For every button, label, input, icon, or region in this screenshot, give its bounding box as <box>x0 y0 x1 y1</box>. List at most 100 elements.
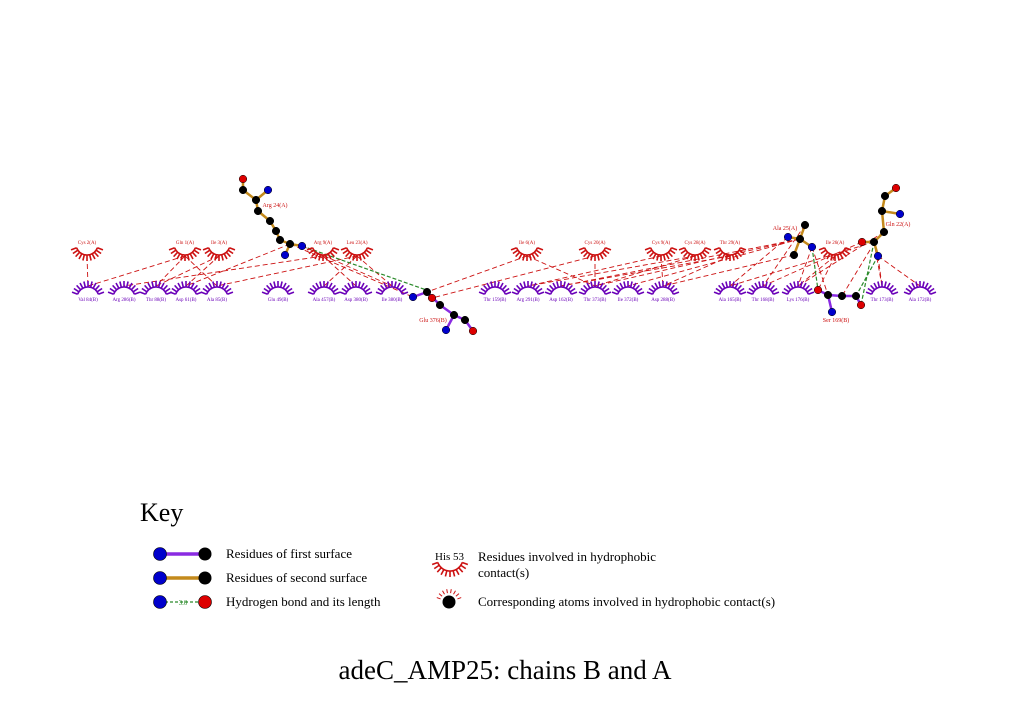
residue-arc-thr-168-b <box>746 281 780 295</box>
hydrophobic-contact-line <box>729 236 789 287</box>
hydrophobic-contact-line <box>356 255 393 287</box>
hydrophobic-contact-line <box>627 238 801 287</box>
residue-arc-cys-2-a <box>70 247 104 261</box>
residue-label-ala-85-b: Ala 85(B) <box>207 298 227 303</box>
residue-label-cys-20-a: Cys 20(A) <box>585 241 606 246</box>
residue-label-ile-372-b: Ile 372(B) <box>618 298 639 303</box>
residue-arc-ala-457-b <box>307 281 341 295</box>
hydrophobic-contact-line <box>817 255 836 291</box>
residue-arc-glu-49-b <box>261 281 295 295</box>
hydrophobic-contact-line <box>526 255 596 287</box>
hydrophobic-contact-line <box>560 238 801 287</box>
atom-c-arg-24-a <box>285 239 295 249</box>
hydrophobic-contact-line <box>155 255 186 287</box>
residue-label-asp-162-b: Asp 162(B) <box>549 298 573 303</box>
atom-n-glu-376-b <box>408 292 418 302</box>
hydrogen-bond-line <box>811 246 819 291</box>
residue-arc-thr-29-a <box>713 247 747 261</box>
residue-label-thr-159-b: Thr 159(B) <box>484 298 507 303</box>
hydrogen-bond-line <box>301 245 433 293</box>
atom-n-ala-25-a <box>783 232 793 242</box>
atom-c-glu-376-b <box>435 300 445 310</box>
residue-label-ile-380-b: Ile 380(B) <box>382 298 403 303</box>
residue-label-ala-457-b: Ala 457(B) <box>313 298 336 303</box>
atom-o-gln-22-a <box>891 183 901 193</box>
atom-c-arg-24-a <box>238 185 248 195</box>
residue-arc-ile-6-a <box>510 247 544 261</box>
residue-label-asp-288-b: Asp 288(B) <box>651 298 675 303</box>
residue-label-ala-172-b: Ala 172(B) <box>909 298 932 303</box>
hydrophobic-contact-line <box>184 255 218 287</box>
residue-label-ala-165-b: Ala 165(B) <box>719 298 742 303</box>
residue-arc-cys-20-a <box>578 247 612 261</box>
hydrophobic-contact-line <box>123 255 324 287</box>
atom-o-arg-24-a <box>238 174 248 184</box>
residue-label-cys-2-a: Cys 2(A) <box>78 241 97 246</box>
residue-arc-thr-173-b <box>865 281 899 295</box>
key-second-surface: Residues of second surface <box>226 570 368 585</box>
key-hydrophobic-atoms: Corresponding atoms involved in hydropho… <box>478 594 776 609</box>
residue-label-cys-28-a: Cys 28(A) <box>685 241 706 246</box>
atom-c-ala-25-a <box>795 234 805 244</box>
residue-label-lys-176-b: Lys 176(B) <box>787 298 810 303</box>
residue-arc-gln-1-a <box>168 247 202 261</box>
residue-label-ile-6-a: Ile 6(A) <box>519 241 535 246</box>
hydrophobic-contact-line <box>185 255 220 287</box>
residue-arc-asp-61-b <box>169 281 203 295</box>
residue-arc-ala-85-b <box>200 281 234 295</box>
residue-arc-val-84-b <box>71 281 105 295</box>
atom-c-arg-24-a <box>253 206 263 216</box>
residue-label-thr-173-b: Thr 173(B) <box>871 298 894 303</box>
hydrophobic-contact-line <box>560 255 731 287</box>
key-hydrophobic-arc <box>431 561 469 577</box>
hydrophobic-contact-line <box>412 255 528 298</box>
atom-c-gln-22-a <box>877 206 887 216</box>
atom-o-glu-376-b <box>427 293 437 303</box>
key-hydrophobic-residues: Residues involved in hydrophobic contact… <box>478 549 657 580</box>
residue-arcs <box>70 247 937 295</box>
hydrophobic-contact-line <box>87 255 186 287</box>
key-second-surface-atom-c <box>198 571 212 585</box>
key-title: Key <box>140 498 184 527</box>
hydrophobic-contact-line <box>431 255 596 299</box>
residue-arc-thr-373-b <box>578 281 612 295</box>
atom-c-gln-22-a <box>879 227 889 237</box>
legend-graphics: 3.0 <box>153 547 469 609</box>
figure-title: adeC_AMP25: chains B and A <box>338 655 672 685</box>
ligand-atoms <box>238 174 905 336</box>
residue-arc-asp-288-b <box>646 281 680 295</box>
residue-label-leu-23-a: Leu 23(A) <box>347 241 368 246</box>
atom-c-arg-24-a <box>251 195 261 205</box>
atom-n-gln-22-a <box>895 209 905 219</box>
hydrophobic-contact-line <box>797 246 813 287</box>
key-hydrophobic-atom <box>436 589 462 609</box>
hydrophobic-contact-line <box>155 255 220 287</box>
residue-arc-thr-159-b <box>478 281 512 295</box>
residue-label-val-84-b: Val 84(B) <box>78 298 98 303</box>
hydrogen-bond-line <box>855 255 879 297</box>
atom-n-arg-24-a <box>263 185 273 195</box>
atom-o-ser-169-b <box>856 300 866 310</box>
ligand-label-arg-24-a: Arg 24(A) <box>262 202 287 209</box>
residue-label-thr-88-b: Thr 88(B) <box>146 298 166 303</box>
residue-label-arg-286-b: Arg 286(B) <box>112 298 135 303</box>
ligand-label-ala-25-a: Ala 25(A) <box>773 225 798 232</box>
key-hbond-length: 3.0 <box>179 599 188 607</box>
hydrophobic-contact-line <box>289 243 414 298</box>
atom-c-arg-24-a <box>271 226 281 236</box>
hydrogen-bond-line <box>860 241 875 306</box>
residue-arc-arg-286-b <box>107 281 141 295</box>
hydrophobic-contact-line <box>527 255 696 287</box>
atom-c-glu-376-b <box>449 310 459 320</box>
residue-labels: Cys 2(A) Gln 1(A) Ile 3(A) Arg 9(A) Leu 23(A… <box>78 202 932 324</box>
residue-arc-arg-9-a <box>306 247 340 261</box>
ligand-label-ser-169-b: Ser 169(B) <box>823 317 850 324</box>
residue-label-arg-291-b: Arg 291(B) <box>516 298 539 303</box>
atom-n-arg-24-a <box>297 241 307 251</box>
residue-arc-ile-380-b <box>375 281 409 295</box>
residue-label-thr-373-b: Thr 373(B) <box>584 298 607 303</box>
hydrophobic-contact-line <box>594 255 696 287</box>
key-first-surface-atom-c <box>198 547 212 561</box>
hydrophobic-contact-line <box>216 255 358 287</box>
